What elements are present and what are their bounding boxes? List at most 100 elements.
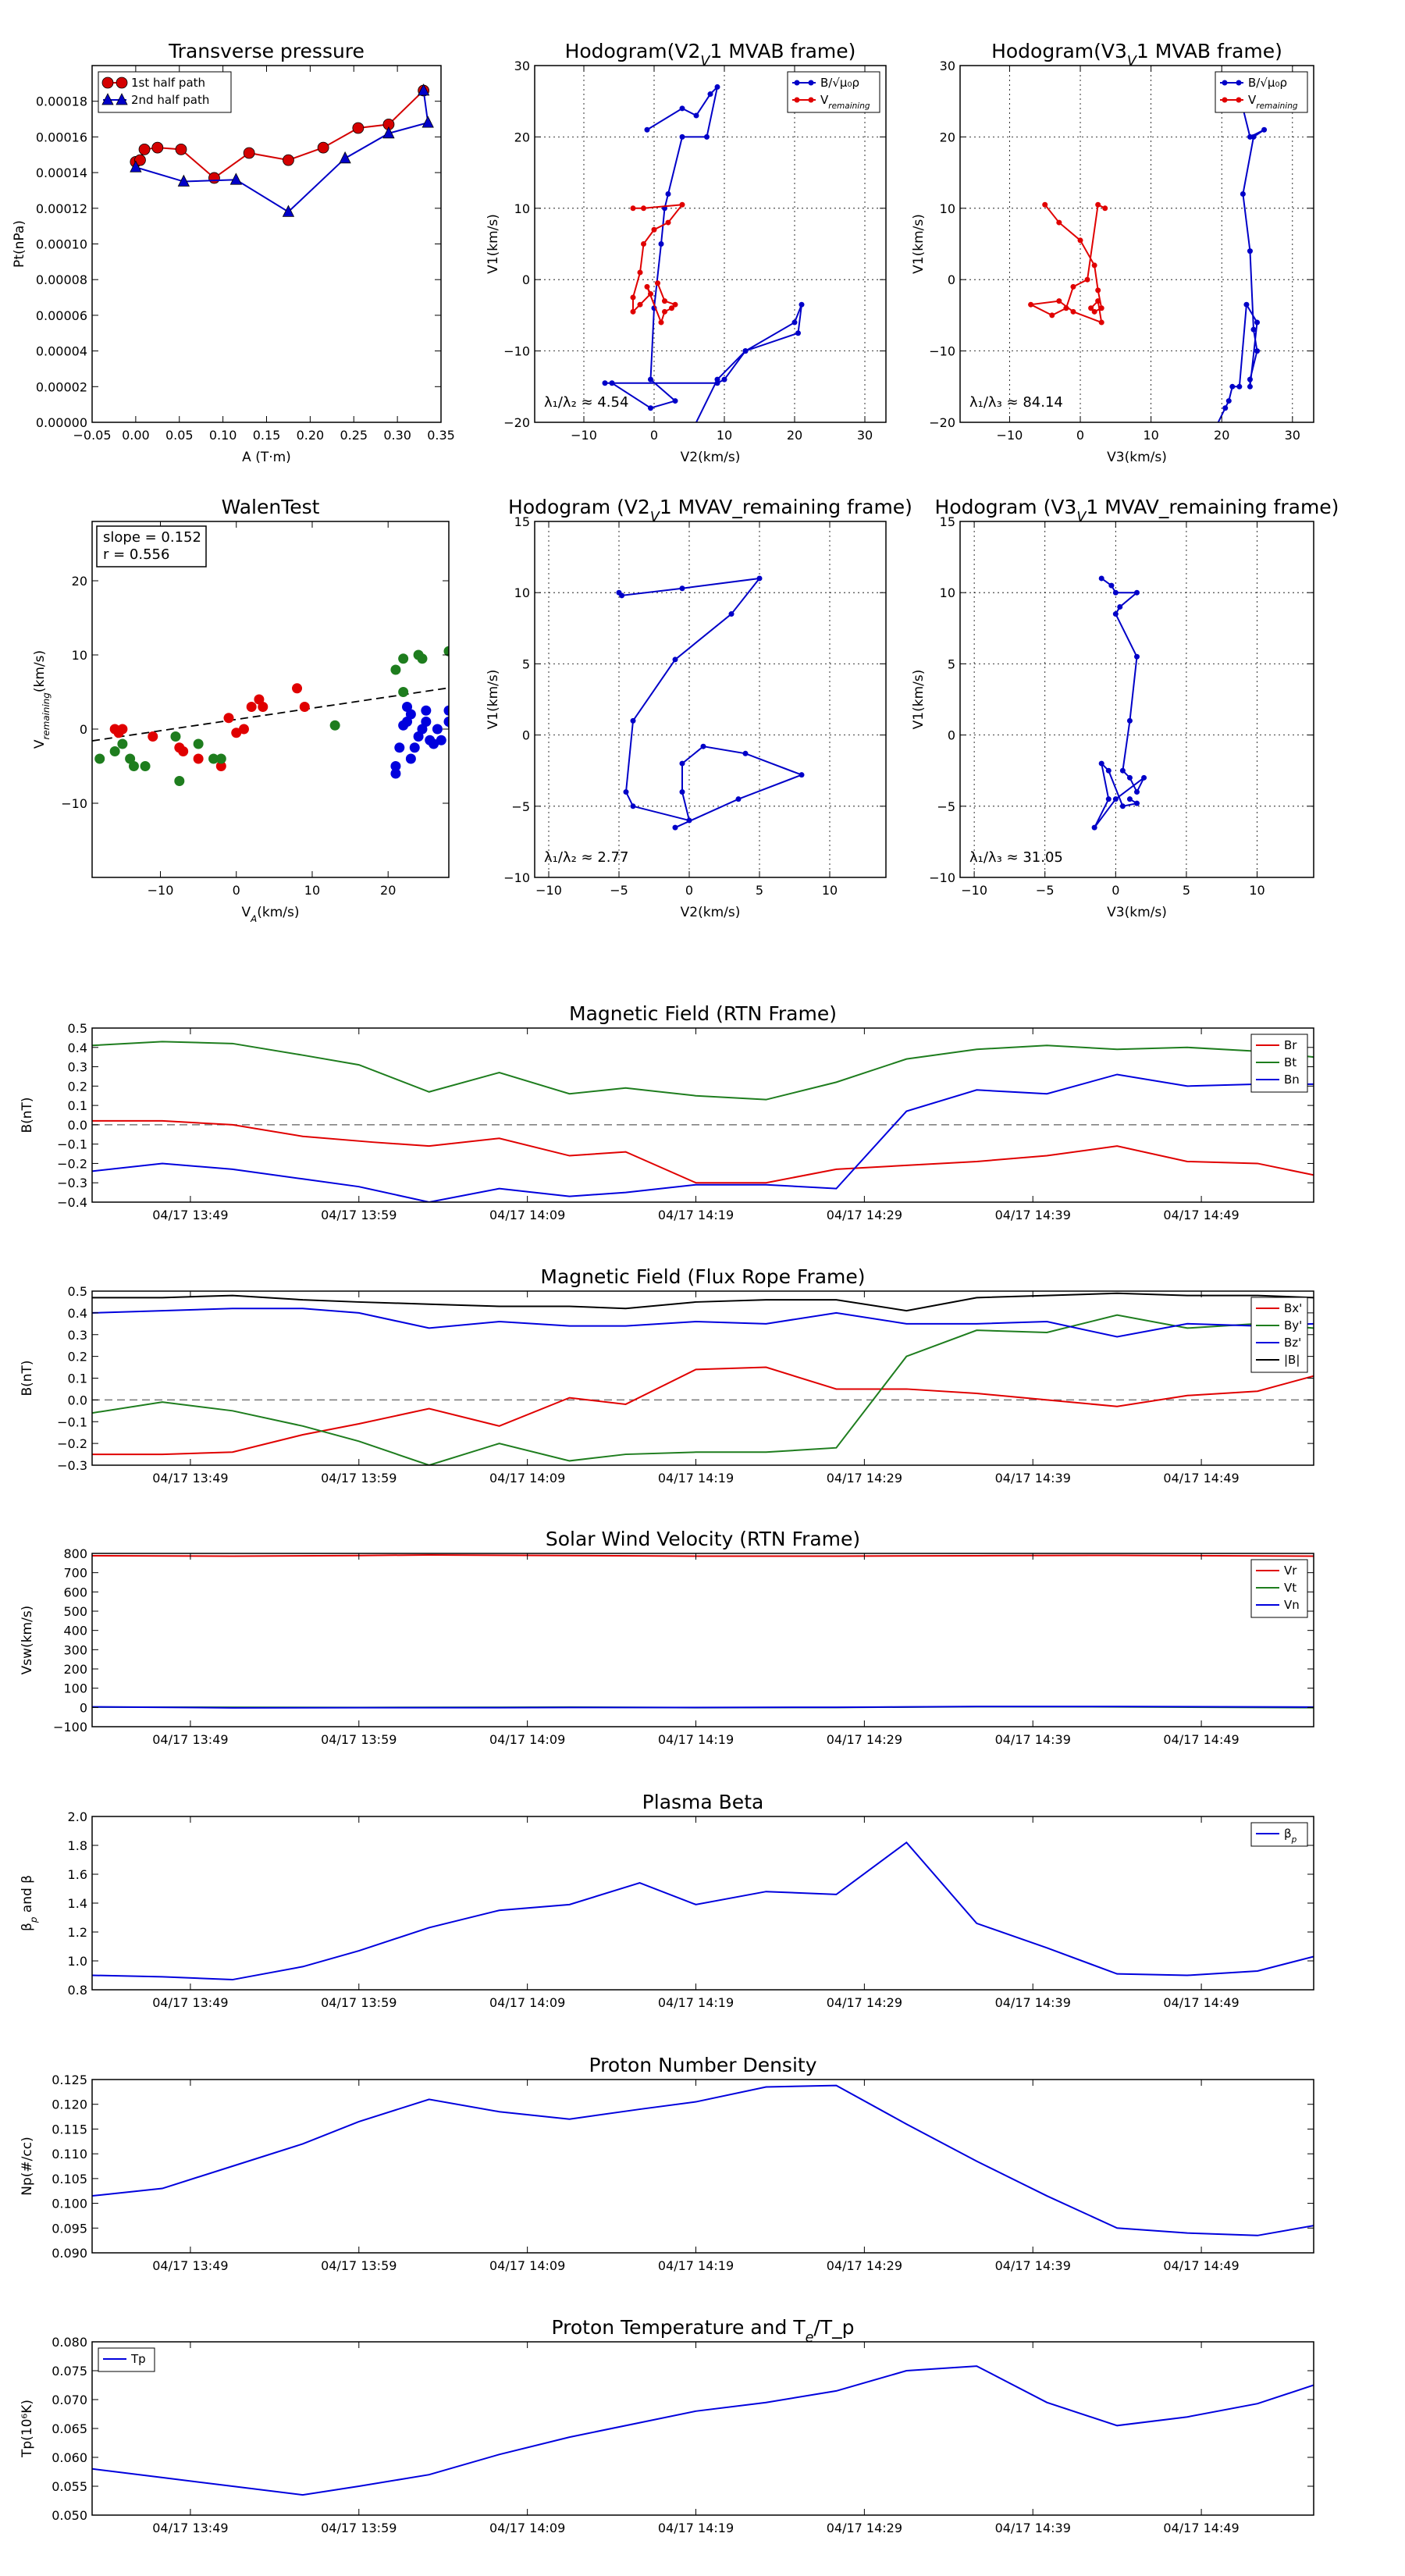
data-point xyxy=(669,305,674,311)
data-point xyxy=(630,294,636,301)
series--b- xyxy=(92,1292,1314,1312)
x-tick-label: −10 xyxy=(535,883,562,898)
chart-tp: Transverse pressure −0.05 0.00 0.05 0.10 0.15… xyxy=(12,40,455,465)
legend-label: B/√μ₀ρ xyxy=(1248,76,1287,90)
y-tick-label: −0.1 xyxy=(57,1137,87,1152)
data-point xyxy=(109,746,120,756)
series-b- xyxy=(602,84,805,422)
y-tick-label: 0.5 xyxy=(68,1284,87,1299)
x-tick-label: 0.20 xyxy=(297,428,325,443)
data-point xyxy=(648,376,653,382)
x-axis-label: V3(km/s) xyxy=(1107,450,1167,465)
y-tick-label: 15 xyxy=(940,514,955,529)
plot-area xyxy=(92,1041,1314,1202)
y-tick-label: −0.3 xyxy=(57,1176,87,1190)
series-line xyxy=(92,1308,1314,1338)
x-tick-label: 04/17 14:49 xyxy=(1163,1995,1239,2010)
series-bt xyxy=(92,1041,1314,1101)
data-point xyxy=(1250,326,1257,333)
legend: Br Bt Bn xyxy=(1250,1034,1308,1093)
data-point xyxy=(686,817,692,824)
data-point xyxy=(382,126,395,139)
x-tick-label: 04/17 13:59 xyxy=(321,2521,397,2535)
data-point xyxy=(1225,398,1232,404)
x-tick-label: 04/17 14:49 xyxy=(1163,2258,1239,2273)
annotation-box xyxy=(96,525,207,568)
series-line xyxy=(92,1366,1314,1456)
series-by- xyxy=(92,1314,1314,1465)
x-tick-label: 04/17 14:19 xyxy=(658,1995,734,2010)
data-point xyxy=(117,724,128,735)
data-point xyxy=(672,398,678,404)
x-tick-label: 04/17 14:29 xyxy=(827,1995,902,2010)
chart-tpr: Proton Temperature and Te/T_p 04/17 13:49… xyxy=(20,2316,1314,2535)
legend: Bx' By' Bz' |B| xyxy=(1250,1297,1308,1373)
x-tick-label: 04/17 14:49 xyxy=(1163,1732,1239,1747)
data-point xyxy=(1222,405,1229,411)
series-line xyxy=(92,1119,1314,1184)
x-tick-label: 04/17 13:59 xyxy=(321,1208,397,1222)
data-point xyxy=(317,141,329,154)
y-tick-label: 1.2 xyxy=(68,1925,87,1940)
y-tick-label: 0.1 xyxy=(68,1098,87,1113)
y-tick-label: −10 xyxy=(929,870,955,885)
data-point xyxy=(1119,767,1126,774)
x-tick-label: 04/17 14:29 xyxy=(827,2258,902,2273)
y-tick-label: −10 xyxy=(503,344,530,359)
data-point xyxy=(742,348,749,354)
x-tick-label: 04/17 13:59 xyxy=(321,1995,397,2010)
y-tick-label: 0.00014 xyxy=(36,165,87,180)
data-point xyxy=(1254,319,1261,326)
x-tick-label: −10 xyxy=(961,883,987,898)
data-point xyxy=(714,376,720,382)
data-point xyxy=(1198,441,1204,447)
y-tick-label: 0.0 xyxy=(68,1118,87,1133)
y-tick-label: 0.110 xyxy=(52,2147,87,2161)
series-line xyxy=(605,84,802,422)
plot-frame xyxy=(959,65,1314,423)
data-point xyxy=(282,205,295,217)
data-point xyxy=(742,750,749,756)
plot-area xyxy=(616,575,805,831)
x-tick-label: 04/17 13:49 xyxy=(152,1995,228,2010)
y-axis-label: Vsw(km/s) xyxy=(20,1606,35,1675)
data-point xyxy=(101,76,114,89)
data-point xyxy=(658,241,664,247)
x-tick-label: 04/17 14:39 xyxy=(995,1471,1071,1485)
y-tick-label: 0.0 xyxy=(68,1393,87,1407)
y-tick-label: 300 xyxy=(63,1642,87,1657)
data-point xyxy=(1222,97,1228,103)
data-point xyxy=(1117,603,1123,610)
plot-frame xyxy=(91,521,450,878)
data-point xyxy=(140,761,151,771)
data-point xyxy=(630,803,636,809)
data-point xyxy=(1236,97,1242,103)
chart-np: Proton Number Density 04/17 13:49 04/17 13… xyxy=(20,2054,1314,2273)
legend-label: Bz' xyxy=(1284,1336,1301,1350)
y-tick-label: 15 xyxy=(514,514,530,529)
data-point xyxy=(794,80,800,86)
y-tick-label: 800 xyxy=(63,1546,87,1561)
data-point xyxy=(679,105,685,112)
y-axis-label: Vremaining(km/s) xyxy=(32,650,52,749)
data-point xyxy=(672,824,678,831)
y-tick-label: 10 xyxy=(940,585,955,600)
plot-frame xyxy=(91,1553,1314,1727)
data-point xyxy=(707,91,713,98)
y-tick-label: 10 xyxy=(514,585,530,600)
legend-label: Bt xyxy=(1284,1055,1297,1069)
data-point xyxy=(1042,201,1048,208)
data-point xyxy=(390,768,401,779)
y-tick-label: 700 xyxy=(63,1566,87,1581)
x-tick-label: 04/17 14:19 xyxy=(658,1732,734,1747)
legend-label: B/√μ₀ρ xyxy=(820,76,859,90)
data-point xyxy=(619,592,625,599)
x-tick-label: 04/17 14:49 xyxy=(1163,2521,1239,2535)
chart-title: Proton Number Density xyxy=(589,2054,817,2076)
data-point xyxy=(648,290,653,297)
y-tick-label: 0.1 xyxy=(68,1372,87,1386)
legend-label: Vremaining xyxy=(820,93,870,111)
data-point xyxy=(429,738,439,749)
data-point xyxy=(1126,717,1133,724)
data-point xyxy=(637,269,643,276)
